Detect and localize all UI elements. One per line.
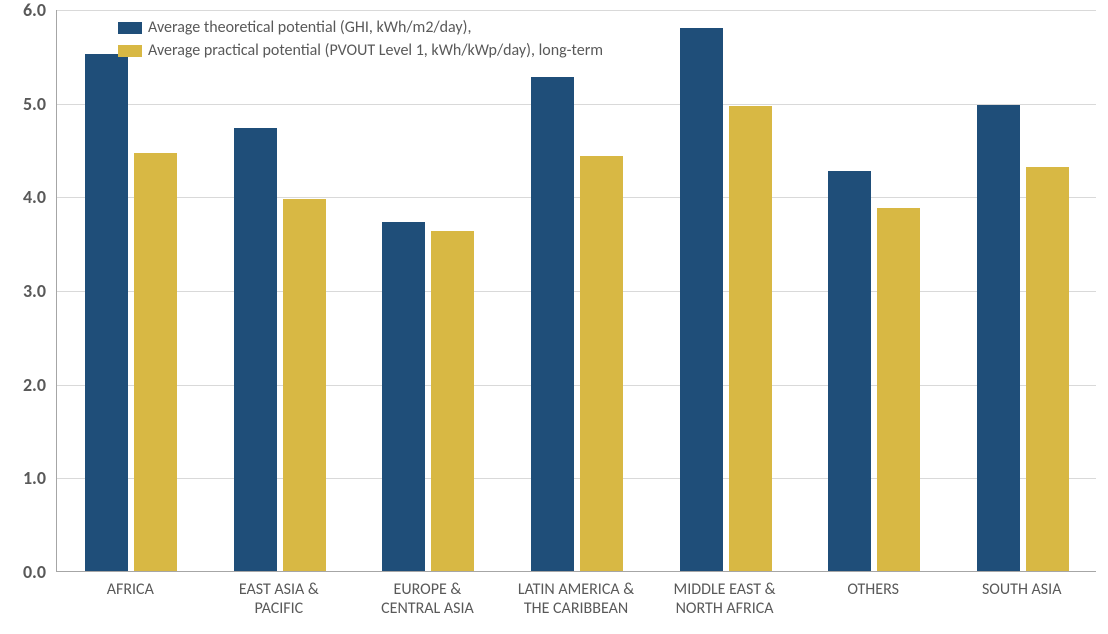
bar	[580, 156, 623, 571]
category-label: MIDDLE EAST & NORTH AFRICA	[650, 580, 799, 618]
legend-swatch	[118, 45, 142, 57]
legend-swatch	[118, 22, 142, 34]
plot-area	[56, 10, 1096, 572]
bar	[382, 222, 425, 571]
bar	[234, 128, 277, 571]
bar	[283, 199, 326, 571]
legend-label: Average theoretical potential (GHI, kWh/…	[148, 18, 471, 37]
category-label: LATIN AMERICA & THE CARIBBEAN	[502, 580, 651, 618]
grid-line	[57, 104, 1096, 105]
bar	[431, 231, 474, 571]
grid-line	[57, 291, 1096, 292]
y-tick-label: 0.0	[0, 561, 46, 583]
category-label: EUROPE & CENTRAL ASIA	[353, 580, 502, 618]
grid-line	[57, 385, 1096, 386]
grid-line	[57, 478, 1096, 479]
category-label: AFRICA	[56, 580, 205, 599]
y-tick-label: 2.0	[0, 374, 46, 396]
category-label: OTHERS	[799, 580, 948, 599]
bar	[729, 106, 772, 571]
y-tick-label: 3.0	[0, 280, 46, 302]
bar	[828, 171, 871, 571]
bar	[977, 105, 1020, 571]
legend-label: Average practical potential (PVOUT Level…	[148, 41, 603, 60]
bar	[1026, 167, 1069, 571]
bar	[134, 153, 177, 571]
category-label: EAST ASIA & PACIFIC	[205, 580, 354, 618]
y-tick-label: 1.0	[0, 467, 46, 489]
y-tick-label: 4.0	[0, 186, 46, 208]
bar	[85, 54, 128, 571]
bar	[680, 28, 723, 571]
legend: Average theoretical potential (GHI, kWh/…	[110, 14, 611, 64]
bar	[531, 77, 574, 571]
legend-item: Average practical potential (PVOUT Level…	[118, 41, 603, 60]
category-label: SOUTH ASIA	[947, 580, 1096, 599]
legend-item: Average theoretical potential (GHI, kWh/…	[118, 18, 603, 37]
grid-line	[57, 197, 1096, 198]
y-tick-label: 6.0	[0, 0, 46, 21]
bar-chart: Average theoretical potential (GHI, kWh/…	[0, 0, 1108, 634]
bar	[877, 208, 920, 571]
grid-line	[57, 10, 1096, 11]
y-tick-label: 5.0	[0, 93, 46, 115]
